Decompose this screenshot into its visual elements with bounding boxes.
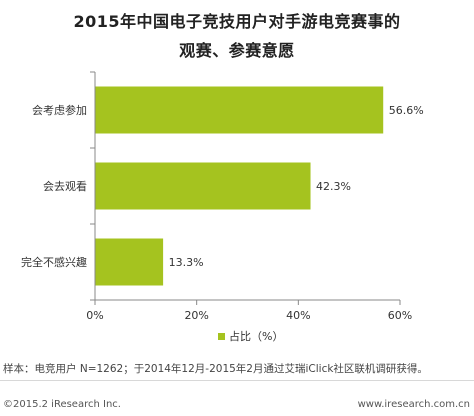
- bar: [95, 238, 164, 286]
- value-label: 42.3%: [316, 180, 351, 193]
- x-tick-label: 40%: [286, 309, 310, 322]
- value-label: 13.3%: [169, 256, 204, 269]
- chart-title-line-2: 观赛、参赛意愿: [179, 41, 295, 60]
- chart-title-line-1: 2015年中国电子竞技用户对手游电竞赛事的: [73, 12, 401, 31]
- copyright-text: ©2015.2 iResearch Inc.: [3, 399, 121, 410]
- sample-note: 样本：电竞用户 N=1262；于2014年12月-2015年2月通过艾瑞iCli…: [3, 363, 428, 375]
- bar-chart: 0% 20% 40% 60% 会考虑参加 56.6% 会去观看 42.3% 完全不感兴趣 13.…: [21, 71, 424, 343]
- legend-label: 占比（%）: [229, 329, 283, 343]
- chart-labels: 会考虑参加 56.6% 会去观看 42.3% 完全不感兴趣 13.3%: [21, 103, 424, 269]
- chart-bars: [95, 86, 384, 286]
- chart-axes: 0% 20% 40% 60%: [86, 71, 412, 322]
- x-tick-label: 0%: [86, 309, 103, 322]
- value-label: 56.6%: [389, 104, 424, 117]
- x-tick-label: 20%: [184, 309, 208, 322]
- bar: [95, 162, 311, 210]
- website-link[interactable]: www.iresearch.com.cn: [357, 399, 470, 410]
- category-label: 完全不感兴趣: [21, 255, 87, 269]
- chart-legend: 占比（%）: [218, 329, 283, 343]
- category-label: 会考虑参加: [32, 103, 87, 117]
- footer-divider: [0, 380, 474, 381]
- legend-swatch: [218, 333, 225, 340]
- bar: [95, 86, 384, 134]
- category-label: 会去观看: [43, 179, 87, 193]
- x-tick-label: 60%: [388, 309, 412, 322]
